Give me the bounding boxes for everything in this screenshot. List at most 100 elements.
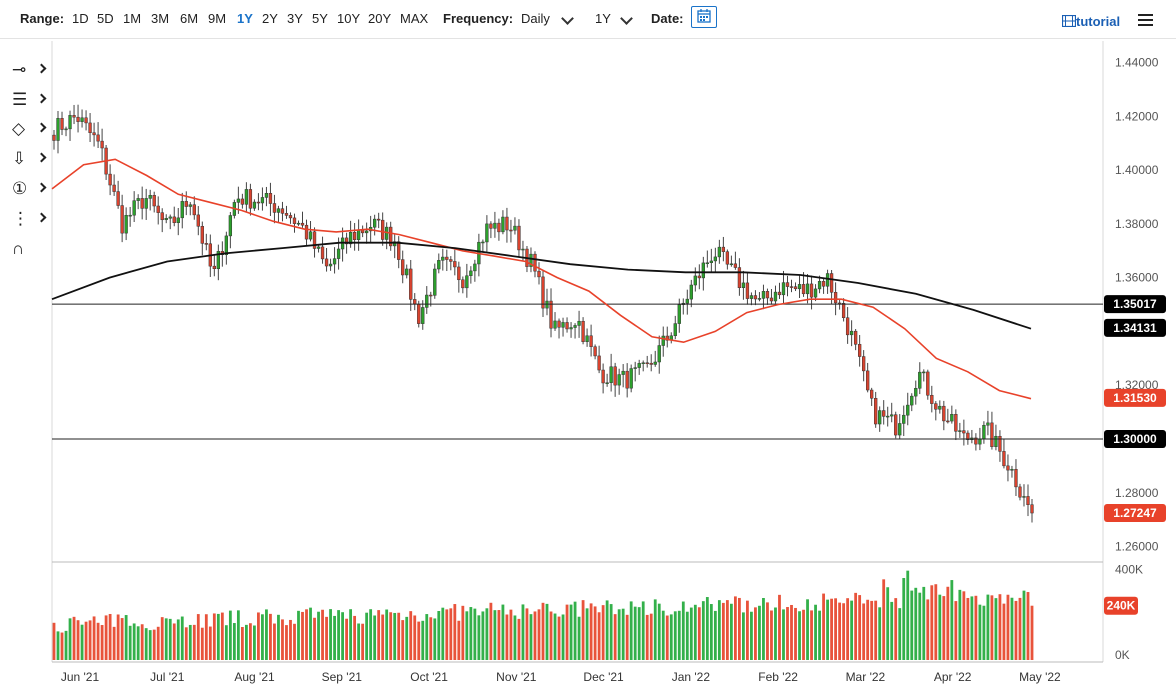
- candle-up: [950, 414, 954, 422]
- volume-bar: [309, 607, 312, 660]
- candle-down: [272, 203, 277, 213]
- volume-bar: [297, 610, 300, 660]
- volume-bar: [76, 620, 80, 660]
- candle-up: [168, 216, 172, 219]
- period-select[interactable]: 1Y: [595, 11, 611, 26]
- range-6m-button[interactable]: 6M: [180, 11, 199, 26]
- candle-down: [204, 243, 208, 245]
- candle-up: [332, 258, 337, 265]
- volume-bar: [461, 605, 465, 660]
- volume-bar: [549, 611, 553, 660]
- sma200-line: [51, 241, 1032, 330]
- volume-bar: [425, 614, 429, 660]
- volume-bar: [1014, 600, 1018, 660]
- volume-bar: [273, 623, 276, 660]
- volume-bar: [661, 610, 665, 660]
- candle-down: [240, 198, 245, 205]
- time-axis-tick-label: Dec '21: [583, 670, 624, 684]
- range-1m-button[interactable]: 1M: [123, 11, 142, 26]
- range-5y-button[interactable]: 5Y: [312, 11, 328, 26]
- volume-bar: [477, 615, 481, 660]
- volume-bar: [212, 613, 216, 660]
- range-5d-button[interactable]: 5D: [97, 11, 114, 26]
- volume-bar: [168, 618, 172, 660]
- volume-bar: [605, 600, 609, 660]
- candle-down: [862, 356, 866, 372]
- candle-down: [593, 346, 597, 357]
- candle-down: [874, 398, 878, 425]
- range-3y-button[interactable]: 3Y: [287, 11, 303, 26]
- candle-down: [200, 226, 204, 244]
- volume-bar: [469, 607, 473, 660]
- volume-bar: [136, 626, 140, 660]
- volume-bar: [305, 609, 308, 660]
- range-1y-button[interactable]: 1Y: [237, 11, 253, 26]
- volume-bar: [677, 610, 681, 660]
- candle-down: [184, 201, 188, 207]
- candle-up: [264, 193, 269, 198]
- candle-up: [621, 370, 625, 375]
- volume-bar: [377, 610, 381, 660]
- measure-tool-button[interactable]: ⋮: [10, 209, 50, 231]
- candle-up: [922, 371, 926, 374]
- candle-up: [994, 435, 998, 447]
- volume-bar: [1030, 605, 1034, 660]
- range-3m-button[interactable]: 3M: [151, 11, 170, 26]
- candle-up: [761, 291, 766, 299]
- candle-up: [276, 208, 281, 213]
- candle-up: [336, 248, 341, 259]
- tutorial-label[interactable]: tutorial: [1076, 14, 1121, 29]
- candle-down: [156, 205, 160, 213]
- shapes-tool-button[interactable]: ◇: [10, 119, 50, 141]
- candle-up: [637, 363, 641, 368]
- volume-bar: [413, 615, 417, 660]
- candle-down: [801, 284, 806, 295]
- moving-averages: [51, 158, 1032, 400]
- volume-bar: [601, 605, 605, 660]
- candle-up: [356, 229, 361, 240]
- range-1d-button[interactable]: 1D: [72, 11, 89, 26]
- candle-up: [585, 335, 589, 342]
- volume-bar: [942, 596, 946, 660]
- time-axis-tick-label: May '22: [1019, 670, 1061, 684]
- annotation-tool-button[interactable]: ①: [10, 179, 50, 201]
- volume-bar: [737, 597, 741, 660]
- arrow-tool-button[interactable]: ⇩: [10, 149, 50, 171]
- volume-bar: [790, 604, 793, 660]
- tutorial-link[interactable]: tutorial: [1061, 14, 1121, 29]
- volume-bar: [806, 599, 809, 660]
- volume-bar: [228, 610, 232, 660]
- candle-up: [918, 371, 922, 389]
- range-label: Range:: [20, 11, 65, 26]
- volume-bar: [140, 624, 144, 660]
- volume-bar: [381, 614, 385, 660]
- candle-down: [777, 291, 782, 296]
- volume-bar: [489, 602, 493, 660]
- candle-down: [52, 134, 56, 141]
- date-picker-button[interactable]: [691, 6, 717, 28]
- candle-down: [589, 335, 593, 347]
- hamburger-menu-icon[interactable]: [1138, 14, 1153, 26]
- volume-bar: [513, 615, 517, 660]
- volume-bar: [954, 601, 958, 660]
- price-label: 1.27247: [1113, 506, 1157, 520]
- range-2y-button[interactable]: 2Y: [262, 11, 278, 26]
- volume-bar: [934, 584, 938, 660]
- candle-up: [878, 410, 882, 425]
- range-20y-button[interactable]: 20Y: [368, 11, 392, 26]
- candle-up: [124, 215, 128, 234]
- range-9m-button[interactable]: 9M: [208, 11, 227, 26]
- candle-down: [581, 320, 585, 342]
- range-10y-button[interactable]: 10Y: [337, 11, 361, 26]
- fibonacci-tool-button[interactable]: ☰: [10, 90, 50, 112]
- line-tool-button[interactable]: ⊸: [10, 60, 50, 82]
- range-max-button[interactable]: MAX: [400, 11, 429, 26]
- volume-bar: [164, 618, 168, 660]
- frequency-select[interactable]: Daily: [521, 11, 550, 26]
- magnet-tool-button[interactable]: ∩: [10, 239, 50, 261]
- candle-down: [870, 389, 874, 399]
- volume-bar: [569, 604, 573, 660]
- arrow-down-icon: ⇩: [12, 149, 27, 168]
- candle-up: [717, 246, 722, 258]
